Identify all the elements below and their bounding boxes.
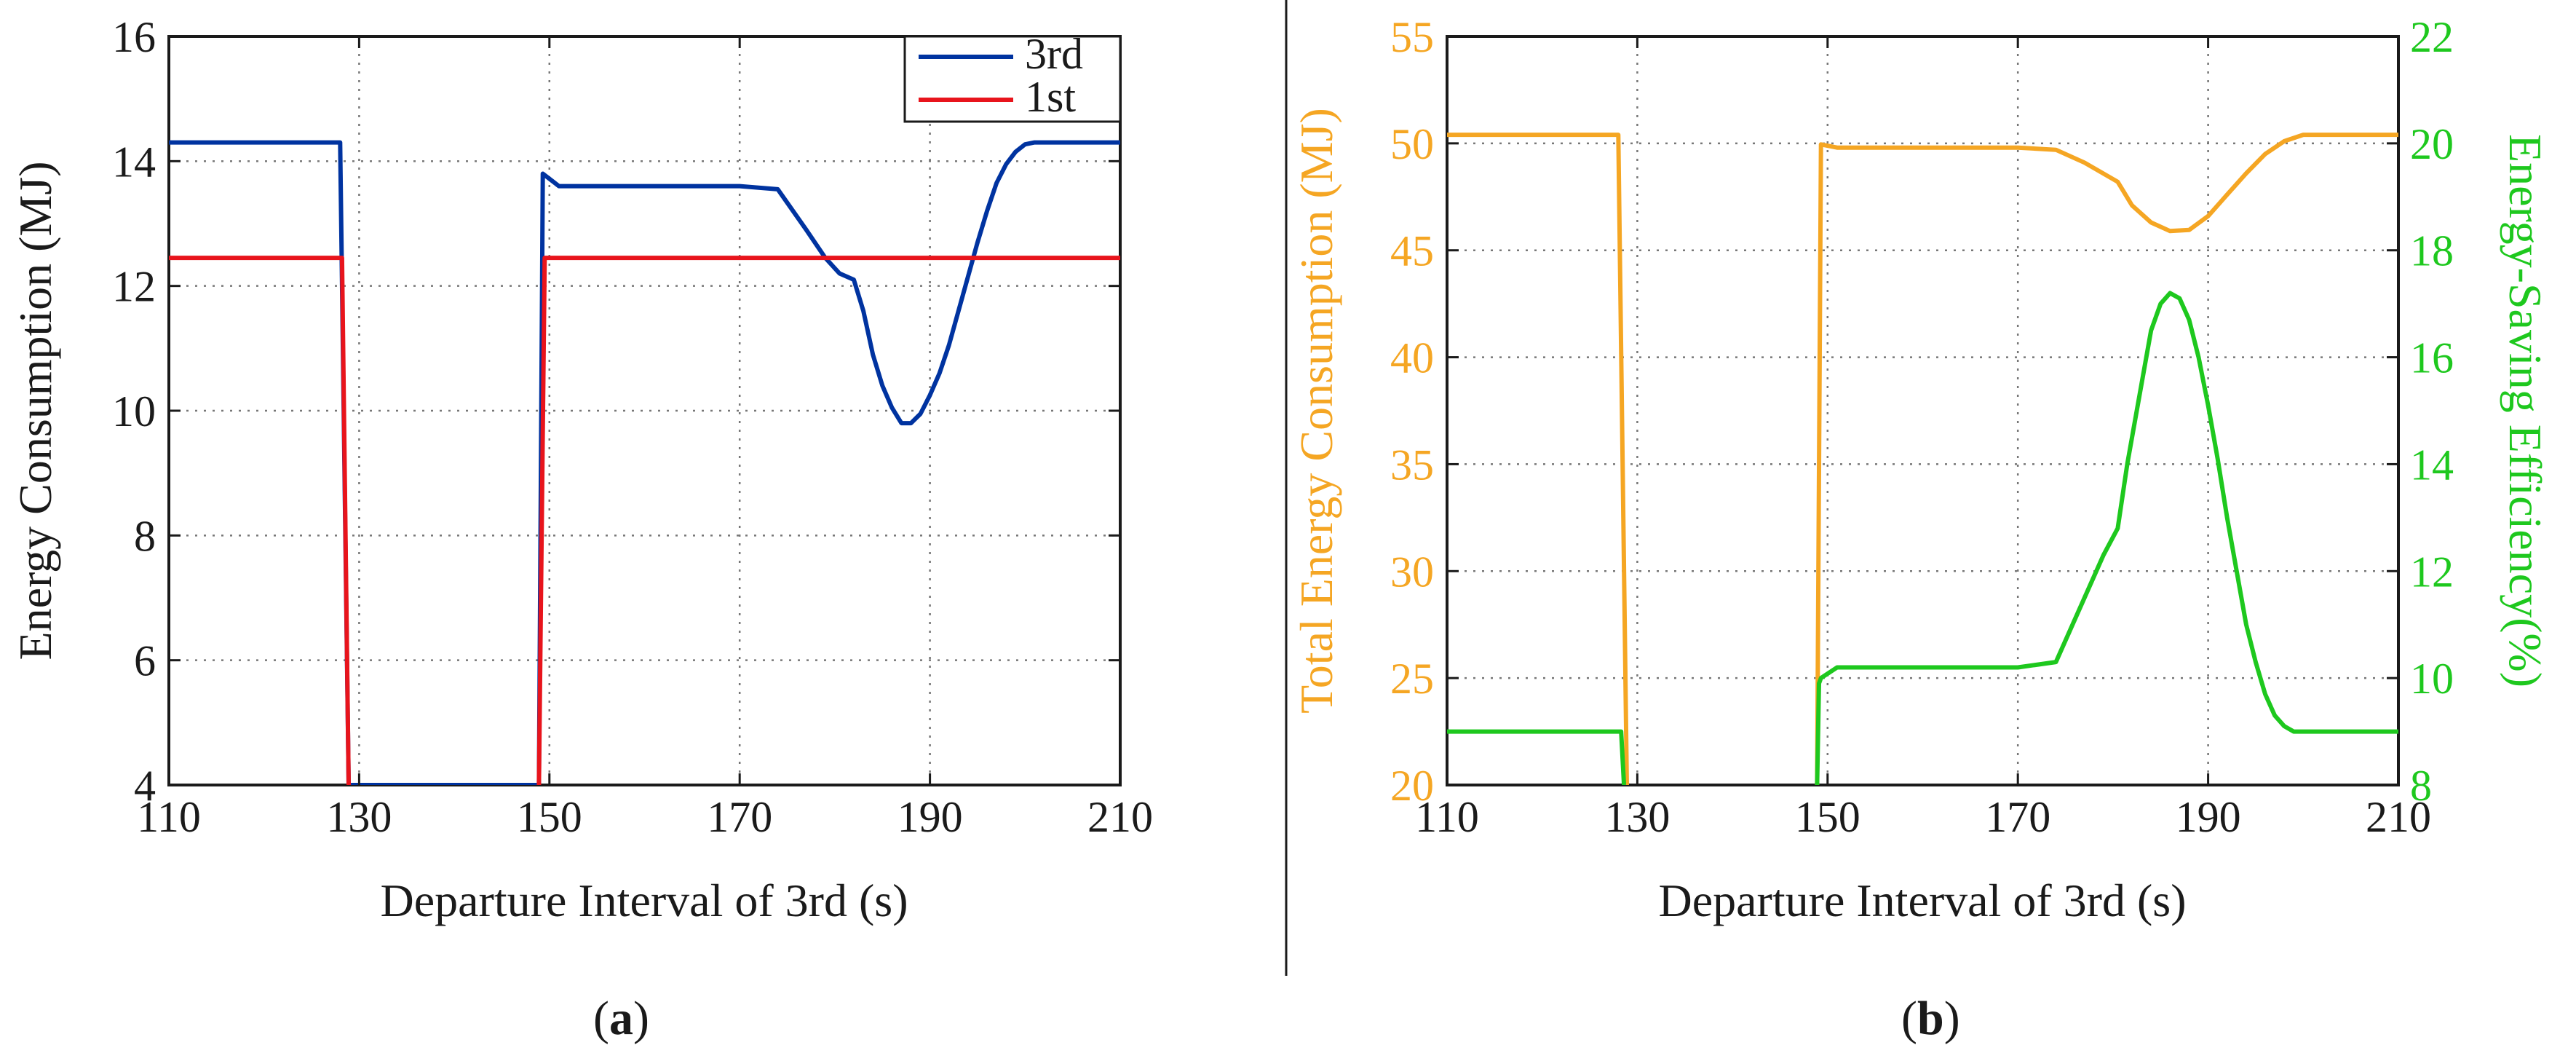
legend-box-a — [903, 35, 1122, 123]
legend-a: 3rd 1st — [903, 30, 1122, 123]
x-tick-label: 150 — [517, 793, 582, 841]
panel-a: 110 130 150 170 190 210 4 6 8 10 12 14 16 3rd 1st D… — [9, 13, 1153, 1045]
x-ticks-a: 110 130 150 170 190 210 — [137, 36, 1153, 841]
y-tick-label: 8 — [134, 512, 156, 560]
plot-area-b — [1446, 35, 2400, 786]
x-tick-label: 130 — [326, 793, 392, 841]
y-right-tick-label: 14 — [2410, 441, 2454, 489]
y-axis-label-b-right: Energy-Saving Efficiency(%) — [2500, 134, 2551, 687]
y-tick-label: 14 — [112, 138, 156, 186]
y-tick-label: 35 — [1390, 441, 1434, 489]
series-line-3rd — [169, 140, 1120, 785]
y-tick-label: 6 — [134, 637, 156, 685]
y-right-tick-label: 12 — [2410, 548, 2454, 596]
y-ticks-b-right: 8 10 12 14 16 18 20 22 — [2387, 13, 2454, 810]
y-ticks-b-left: 20 25 30 35 40 45 50 55 — [1390, 13, 1459, 810]
grid-a — [169, 36, 1120, 785]
y-right-tick-label: 18 — [2410, 227, 2454, 275]
y-tick-label: 50 — [1390, 120, 1434, 168]
series-line-total-energy-consumption — [1447, 133, 2398, 785]
series-a — [169, 140, 1120, 785]
grid-b — [1447, 36, 2398, 785]
x-tick-label: 190 — [897, 793, 963, 841]
panel-letter-b: b — [1917, 992, 1944, 1045]
x-axis-label-b: Departure Interval of 3rd (s) — [1659, 875, 2187, 926]
x-axis-label-a: Departure Interval of 3rd (s) — [381, 875, 908, 926]
x-tick-label: 210 — [2366, 793, 2431, 841]
series-line-1st — [169, 256, 1120, 785]
x-tick-label: 170 — [1985, 793, 2050, 841]
x-ticks-b: 110 130 150 170 190 210 — [1415, 36, 2431, 841]
y-axis-label-a: Energy Consumption (MJ) — [9, 161, 61, 660]
panel-label-b: (b) — [1901, 992, 1960, 1045]
series-line-energy-saving-efficiency — [1447, 291, 2398, 785]
y-tick-label: 4 — [134, 762, 156, 810]
x-tick-label: 150 — [1795, 793, 1860, 841]
x-tick-label: 170 — [707, 793, 772, 841]
x-tick-label: 110 — [137, 793, 201, 841]
y-axis-label-b-left: Total Energy Consumption (MJ) — [1291, 108, 1342, 714]
y-tick-label: 12 — [112, 263, 156, 311]
y-right-tick-label: 8 — [2410, 762, 2432, 810]
legend-label-3rd: 3rd — [1025, 30, 1083, 78]
y-tick-label: 20 — [1390, 762, 1434, 810]
legend-label-1st: 1st — [1025, 73, 1076, 121]
y-tick-label: 45 — [1390, 227, 1434, 275]
y-tick-label: 10 — [112, 387, 156, 435]
panel-label-a: (a) — [593, 992, 649, 1045]
y-right-tick-label: 20 — [2410, 120, 2454, 168]
y-right-tick-label: 10 — [2410, 655, 2454, 703]
y-tick-label: 30 — [1390, 548, 1434, 596]
y-ticks-a: 4 6 8 10 12 14 16 — [112, 13, 1120, 810]
y-tick-label: 16 — [112, 13, 156, 61]
y-tick-label: 25 — [1390, 655, 1434, 703]
x-tick-label: 210 — [1087, 793, 1153, 841]
y-tick-label: 40 — [1390, 334, 1434, 382]
panel-letter-a: a — [609, 992, 633, 1045]
x-tick-label: 110 — [1415, 793, 1479, 841]
series-b — [1447, 133, 2398, 785]
y-right-tick-label: 16 — [2410, 334, 2454, 382]
x-tick-label: 190 — [2176, 793, 2241, 841]
y-right-tick-label: 22 — [2410, 13, 2454, 61]
plot-area-a — [167, 35, 1122, 786]
x-tick-label: 130 — [1604, 793, 1670, 841]
y-tick-label: 55 — [1390, 13, 1434, 61]
